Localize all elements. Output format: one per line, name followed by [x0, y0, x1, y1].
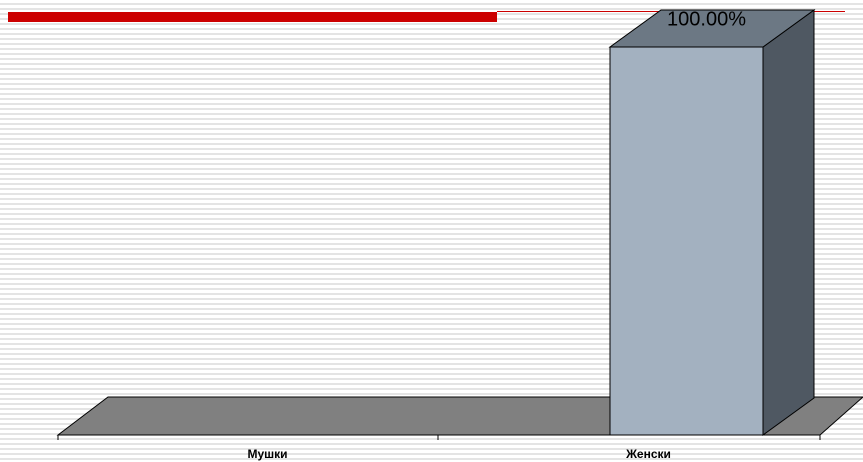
data-label: 100.00% [667, 8, 746, 30]
header-bar [8, 12, 497, 22]
bar-side [762, 9, 815, 436]
x-tick-label: Женски [625, 447, 671, 461]
bar [609, 46, 764, 436]
x-tick-label: Мушки [247, 447, 287, 461]
